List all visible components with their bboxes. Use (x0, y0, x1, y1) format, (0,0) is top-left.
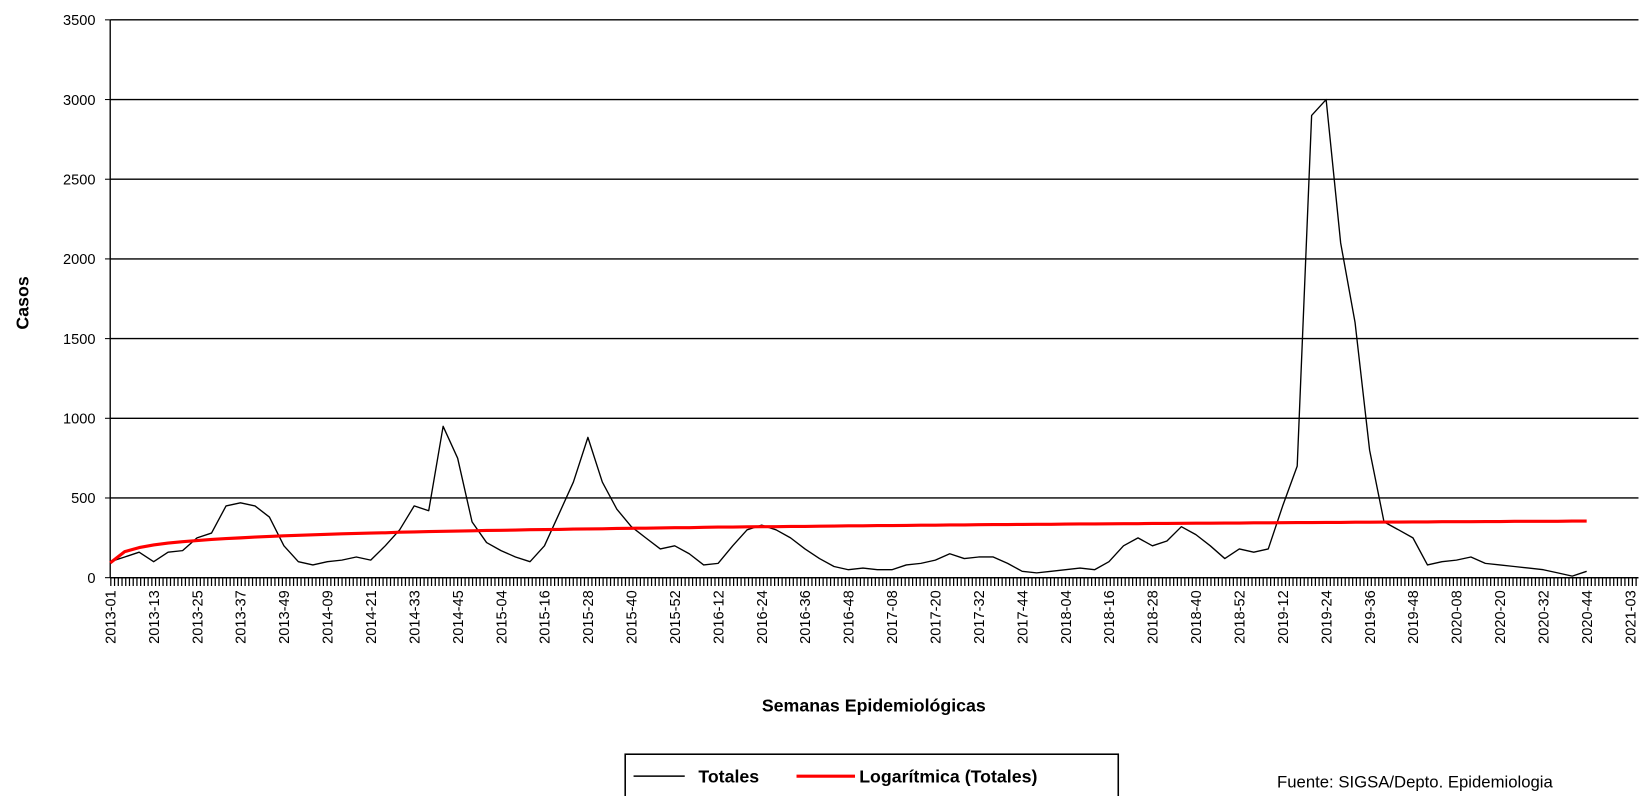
x-tick-label: 2017-44 (1015, 590, 1031, 644)
x-tick-label: 2020-44 (1580, 590, 1596, 644)
series-line (109, 519, 1587, 565)
y-tick-label: 1500 (63, 332, 96, 348)
x-tick-label: 2018-52 (1233, 590, 1249, 644)
x-tick-label: 2016-48 (842, 590, 858, 644)
legend-label: Totales (698, 766, 759, 786)
x-tick-label: 2018-28 (1146, 590, 1162, 644)
x-tick-label: 2016-36 (798, 590, 814, 644)
x-tick-label: 2016-24 (755, 590, 771, 644)
x-tick-label: 2016-12 (711, 590, 727, 644)
x-tick-label: 2019-48 (1406, 590, 1422, 644)
x-tick-label: 2014-45 (451, 590, 467, 644)
legend-label: Logarítmica (Totales) (859, 766, 1037, 786)
source-note: Fuente: SIGSA/Depto. Epidemiologia (1277, 773, 1553, 792)
x-tick-label: 2013-25 (190, 590, 206, 644)
x-tick-label: 2015-40 (625, 590, 641, 644)
x-tick-label: 2014-21 (364, 590, 380, 644)
x-axis-title: Semanas Epidemiológicas (762, 695, 986, 715)
x-tick-label: 2013-37 (234, 590, 250, 644)
x-tick-label: 2018-16 (1102, 590, 1118, 644)
x-tick-label: 2019-36 (1363, 590, 1379, 644)
y-tick-label: 0 (87, 571, 95, 587)
x-tick-label: 2018-40 (1189, 590, 1205, 644)
series-line (109, 98, 1587, 577)
x-tick-label: 2013-49 (277, 590, 293, 644)
x-tick-label: 2015-16 (538, 590, 554, 644)
x-tick-label: 2015-28 (581, 590, 597, 644)
y-tick-label: 3000 (63, 93, 96, 109)
y-tick-label: 1000 (63, 412, 96, 428)
x-tick-label: 2013-13 (147, 590, 163, 644)
x-tick-label: 2018-04 (1059, 590, 1075, 644)
x-tick-label: 2020-08 (1450, 590, 1466, 644)
x-tick-label: 2017-08 (885, 590, 901, 644)
x-tick-label: 2020-32 (1536, 590, 1552, 644)
x-tick-label: 2019-24 (1319, 590, 1335, 644)
x-tick-label: 2019-12 (1276, 590, 1292, 644)
x-tick-label: 2014-33 (407, 590, 423, 644)
x-tick-label: 2021-03 (1623, 590, 1639, 644)
y-tick-label: 2500 (63, 172, 96, 188)
x-tick-label: 2014-09 (321, 590, 337, 644)
y-tick-label: 2000 (63, 252, 96, 268)
x-tick-label: 2015-52 (668, 590, 684, 644)
y-tick-label: 500 (71, 491, 95, 507)
x-tick-label: 2013-01 (103, 590, 119, 644)
legend: Totales Logarítmica (Totales) (624, 753, 1120, 796)
x-tick-label: 2015-04 (494, 590, 510, 644)
x-tick-label: 2020-20 (1493, 590, 1509, 644)
x-tick-label: 2017-32 (972, 590, 988, 644)
x-tick-label: 2017-20 (929, 590, 945, 644)
legend-box (624, 753, 1120, 796)
y-axis-title: Casos (13, 276, 33, 329)
y-tick-label: 3500 (63, 13, 96, 29)
